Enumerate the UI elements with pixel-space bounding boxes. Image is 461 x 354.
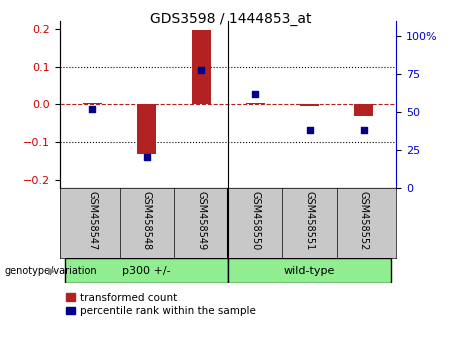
- Bar: [65, 258, 228, 283]
- Text: ▶: ▶: [48, 266, 56, 276]
- Point: [143, 155, 150, 160]
- Point: [89, 106, 96, 112]
- Text: GSM458548: GSM458548: [142, 191, 152, 250]
- Point: [306, 127, 313, 133]
- Text: GSM458549: GSM458549: [196, 191, 206, 250]
- Point: [252, 91, 259, 97]
- Text: GSM458547: GSM458547: [88, 191, 97, 250]
- Bar: [137, 104, 156, 154]
- Bar: [300, 104, 319, 106]
- Text: GSM458550: GSM458550: [250, 191, 260, 250]
- Text: genotype/variation: genotype/variation: [5, 266, 97, 276]
- Bar: [83, 103, 102, 104]
- Text: GSM458551: GSM458551: [305, 191, 314, 250]
- Text: wild-type: wild-type: [284, 266, 335, 276]
- Bar: [246, 103, 265, 104]
- Bar: [355, 104, 373, 116]
- Point: [197, 67, 205, 73]
- Bar: [228, 258, 391, 283]
- Point: [360, 127, 367, 133]
- Text: GDS3598 / 1444853_at: GDS3598 / 1444853_at: [150, 12, 311, 27]
- Bar: [192, 30, 211, 104]
- Legend: transformed count, percentile rank within the sample: transformed count, percentile rank withi…: [65, 292, 257, 317]
- Text: p300 +/-: p300 +/-: [123, 266, 171, 276]
- Text: GSM458552: GSM458552: [359, 191, 369, 251]
